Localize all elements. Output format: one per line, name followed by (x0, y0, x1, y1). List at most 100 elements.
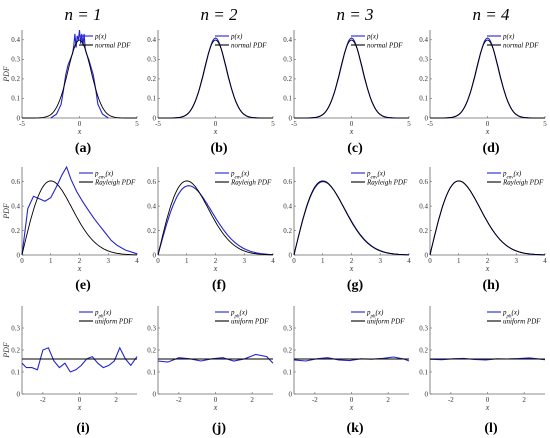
legend-entry: Rayleigh PDF (502, 179, 544, 187)
x-tick-label: 4 (543, 257, 547, 265)
legend-entry: pph(x) (502, 309, 520, 320)
series-line-empirical (158, 37, 273, 119)
x-tick-label: 4 (271, 257, 275, 265)
chart-panel-c: -5 0 500.10.20.30.4xp(x)normal PDF (283, 30, 411, 136)
y-tick-label: 0.6 (283, 178, 292, 186)
y-tick-label: 0 (17, 390, 21, 398)
caption-l: (l) (484, 421, 498, 436)
x-tick-label: 0 (350, 120, 354, 128)
y-tick-label: 0.4 (283, 36, 292, 44)
x-tick-label: 1 (321, 257, 325, 265)
x-axis-label: x (485, 264, 490, 273)
y-tick-label: 0.3 (147, 324, 156, 332)
x-tick-label: 0 (486, 120, 490, 128)
x-tick-label: 1 (49, 257, 53, 265)
x-axis-label: x (213, 127, 218, 136)
x-tick-label: 0 (292, 257, 296, 265)
caption-a: (a) (75, 141, 92, 156)
y-tick-label: 0.3 (11, 56, 20, 64)
x-tick-label: 5 (407, 120, 411, 128)
x-tick-label: -2 (312, 396, 318, 404)
legend-entry: uniform PDF (503, 318, 541, 326)
y-tick-label: 0.2 (11, 75, 20, 83)
y-tick-label: 0.6 (419, 178, 428, 186)
chart-panel-k: -2 0 2 0 0.1 0.2 0.3 x pph(x)uniform PDF (283, 306, 410, 412)
x-tick-label: 0 (156, 257, 160, 265)
x-tick-label: 3 (107, 257, 111, 265)
series-line-theoretical (430, 39, 545, 119)
legend-entry: pph(x) (366, 309, 384, 320)
x-tick-label: 4 (407, 257, 411, 265)
x-tick-label: 5 (135, 120, 139, 128)
caption-j: (j) (212, 421, 226, 436)
y-tick-label: 0.4 (419, 36, 428, 44)
legend-entry: pph(x) (94, 309, 112, 320)
legend-entry: p(x) (502, 33, 515, 41)
panel-captions: (a) (b) (c) (d) (e) (f) (g) (h) (i) (j) … (75, 141, 500, 436)
x-tick-label: 2 (78, 257, 82, 265)
series-line-empirical (21, 346, 138, 373)
column-header-n3: n = 3 (337, 5, 374, 24)
legend-entry: Rayleigh PDF (230, 179, 272, 187)
x-tick-label: 2 (350, 257, 354, 265)
legend-entry: Rayleigh PDF (94, 179, 136, 187)
y-tick-label: 0.1 (419, 95, 428, 103)
legend-entry: penv(x) (94, 170, 114, 181)
x-tick-label: 1 (185, 257, 189, 265)
series-line-theoretical (22, 39, 137, 119)
x-tick-label: 0 (350, 396, 354, 404)
legend-entry: p(x) (366, 33, 379, 41)
y-tick-label: 0.2 (283, 75, 292, 83)
x-tick-label: 0 (486, 396, 490, 404)
legend-entry: p(x) (94, 33, 107, 41)
series-line-empirical (21, 165, 138, 256)
series-line-theoretical (429, 180, 545, 256)
x-tick-label: 0 (428, 257, 432, 265)
column-header-n4: n = 4 (473, 5, 510, 24)
x-tick-label: 0 (20, 257, 24, 265)
x-tick-label: -5 (427, 120, 433, 128)
y-tick-label: 0.3 (419, 324, 428, 332)
caption-b: (b) (210, 141, 227, 156)
x-tick-label: 3 (243, 257, 247, 265)
y-tick-label: 0.2 (419, 75, 428, 83)
series-line-empirical (429, 180, 545, 256)
x-tick-label: 2 (522, 396, 526, 404)
caption-c: (c) (347, 141, 363, 156)
series-line-theoretical (21, 180, 137, 256)
chart-panel-h: 0 1 2 3 4 0 0.2 0.4 0.6 x penv(x)Rayleigh PDF (419, 167, 547, 273)
y-tick-label: 0 (153, 390, 157, 398)
series-line-empirical (294, 37, 409, 119)
x-tick-label: -2 (448, 396, 454, 404)
y-tick-label: 0.4 (11, 36, 20, 44)
y-tick-label: 0.1 (283, 95, 292, 103)
chart-panel-b: -5 0 500.10.20.30.4xp(x)normal PDF (147, 30, 275, 136)
x-tick-label: 1 (457, 257, 461, 265)
column-header-n1: n = 1 (65, 5, 102, 24)
y-tick-label: 0 (153, 251, 157, 259)
y-axis-label: PDF (2, 203, 11, 220)
caption-g: (g) (347, 278, 364, 293)
legend-entry: penv(x) (502, 170, 522, 181)
x-tick-label: -5 (19, 120, 25, 128)
x-axis-label: x (77, 264, 82, 273)
x-tick-label: -2 (40, 396, 46, 404)
caption-f: (f) (212, 278, 226, 293)
column-headers: n = 1 n = 2 n = 3 n = 4 (65, 5, 510, 24)
legend-entry: normal PDF (503, 42, 539, 50)
column-header-n2: n = 2 (201, 5, 238, 24)
caption-d: (d) (482, 141, 499, 156)
x-axis-label: x (349, 403, 354, 412)
series-line-theoretical (293, 180, 409, 256)
y-tick-label: 0.3 (147, 56, 156, 64)
y-axis-label: PDF (2, 342, 11, 359)
y-tick-label: 0.1 (283, 368, 292, 376)
chart-panel-f: 0 1 2 3 4 0 0.2 0.4 0.6 x penv(x)Rayleigh PDF (147, 167, 275, 273)
legend-entry: uniform PDF (95, 318, 133, 326)
x-tick-label: -5 (155, 120, 161, 128)
y-tick-label: 0.6 (11, 178, 20, 186)
legend-entry: penv(x) (366, 170, 386, 181)
y-tick-label: 0.4 (11, 202, 20, 210)
series-line-empirical (157, 185, 274, 256)
